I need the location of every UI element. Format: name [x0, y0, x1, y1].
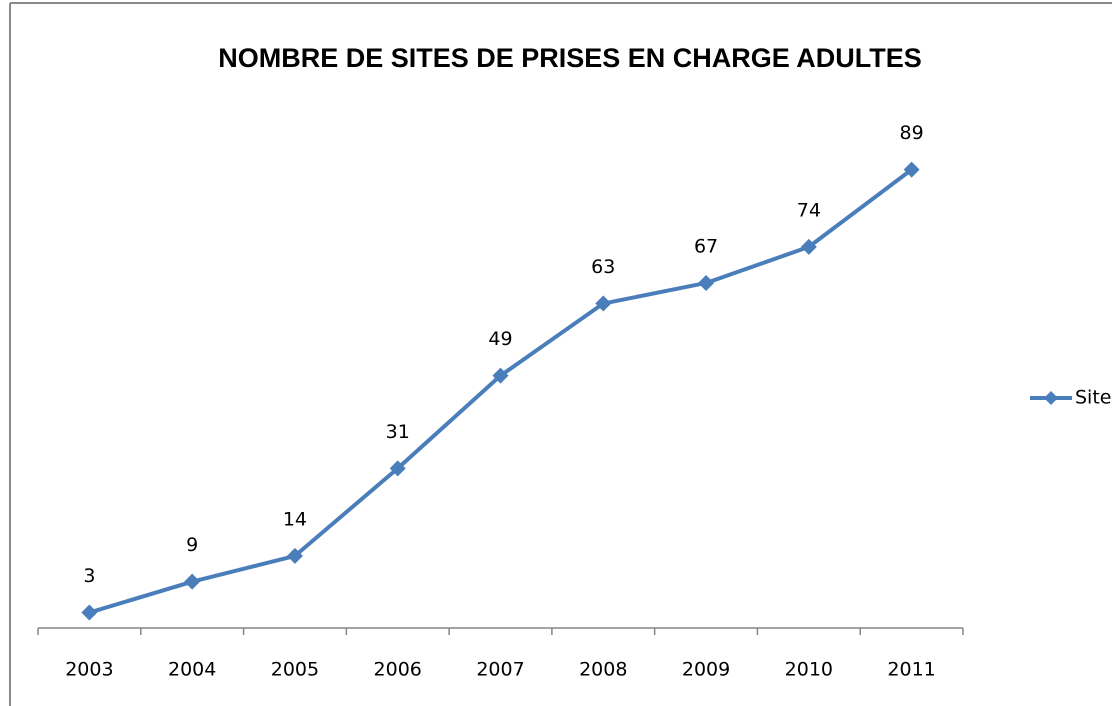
legend-marker	[1044, 391, 1058, 405]
x-tick-label: 2004	[168, 659, 216, 681]
chart-title: NOMBRE DE SITES DE PRISES EN CHARGE ADUL…	[218, 43, 922, 73]
data-label: 63	[591, 256, 615, 278]
x-tick-label: 2011	[887, 659, 935, 681]
data-label: 14	[283, 508, 307, 530]
data-label: 89	[900, 122, 924, 144]
data-label: 49	[488, 328, 512, 350]
series-line	[88, 168, 913, 615]
x-tick-label: 2007	[476, 659, 524, 681]
marker	[81, 604, 98, 621]
data-label: 67	[694, 235, 718, 257]
marker	[492, 367, 509, 384]
x-tick-label: 2008	[579, 659, 627, 681]
x-tick-label: 2005	[271, 659, 319, 681]
marker	[286, 547, 303, 564]
x-tick-label: 2006	[374, 659, 422, 681]
data-label: 9	[186, 534, 198, 556]
marker	[698, 274, 715, 291]
legend-label: Site	[1075, 387, 1111, 409]
data-label: 74	[797, 199, 821, 221]
marker	[389, 460, 406, 477]
data-label: 3	[83, 565, 95, 587]
marker	[903, 161, 920, 178]
x-tick-label: 2003	[65, 659, 113, 681]
x-tick-label: 2010	[785, 659, 833, 681]
marker	[595, 295, 612, 312]
marker	[800, 238, 817, 255]
marker	[184, 573, 201, 590]
x-tick-label: 2009	[682, 659, 730, 681]
data-label: 31	[386, 421, 410, 443]
